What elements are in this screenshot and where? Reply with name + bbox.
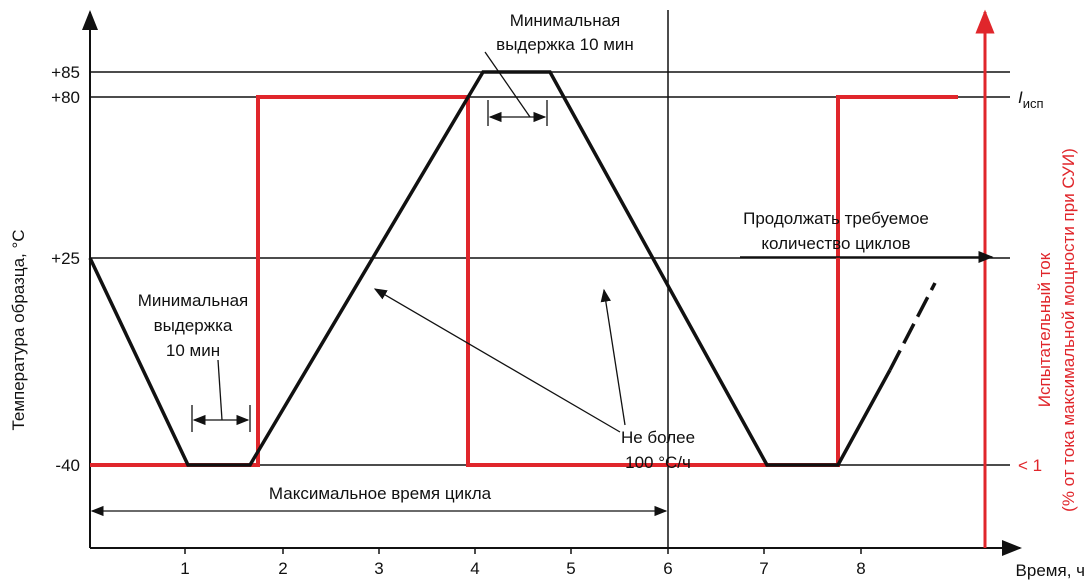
annotation: количество циклов	[761, 234, 910, 253]
current-symbol: I	[1018, 88, 1023, 107]
grid	[90, 10, 1010, 548]
temperature-profile	[88, 70, 892, 467]
annotation: Минимальная	[510, 11, 621, 30]
x-tick: 2	[278, 559, 287, 578]
rate-arrows	[373, 288, 626, 433]
x-tick: 4	[470, 559, 479, 578]
annotation: Максимальное время цикла	[269, 484, 492, 503]
annotation: выдержка	[154, 316, 233, 335]
annotation: Не более	[621, 428, 695, 447]
right-axis-label: (% от тока максимальной мощности при СУИ…	[1059, 148, 1078, 512]
current-profile	[90, 95, 958, 467]
x-tick: 5	[566, 559, 575, 578]
right-axis-label: Испытательный ток	[1035, 252, 1054, 407]
right-tick-high: Iисп	[1018, 88, 1044, 111]
x-tick: 6	[663, 559, 672, 578]
x-tick: 1	[180, 559, 189, 578]
dimension-top	[484, 51, 548, 126]
y-tick: -40	[55, 456, 80, 475]
annotation: выдержка 10 мин	[496, 35, 634, 54]
annotation: 100 °С/ч	[625, 453, 691, 472]
x-tick-marks	[184, 548, 862, 554]
y-axis-label: Температура образца, °С	[9, 229, 28, 430]
annotation: Продолжать требуемое	[743, 209, 929, 228]
dimension-left	[191, 359, 251, 432]
annotation: 10 мин	[166, 341, 220, 360]
temperature-continuation	[888, 282, 937, 371]
x-axis-label: Время, ч	[1016, 561, 1085, 580]
current-subscript: исп	[1023, 96, 1044, 111]
x-tick: 7	[759, 559, 768, 578]
y-tick: +85	[51, 63, 80, 82]
y-tick: +80	[51, 88, 80, 107]
right-tick-low: < 1	[1018, 456, 1042, 475]
y-tick: +25	[51, 249, 80, 268]
x-tick: 8	[856, 559, 865, 578]
x-tick: 3	[374, 559, 383, 578]
annotation: Минимальная	[138, 291, 249, 310]
